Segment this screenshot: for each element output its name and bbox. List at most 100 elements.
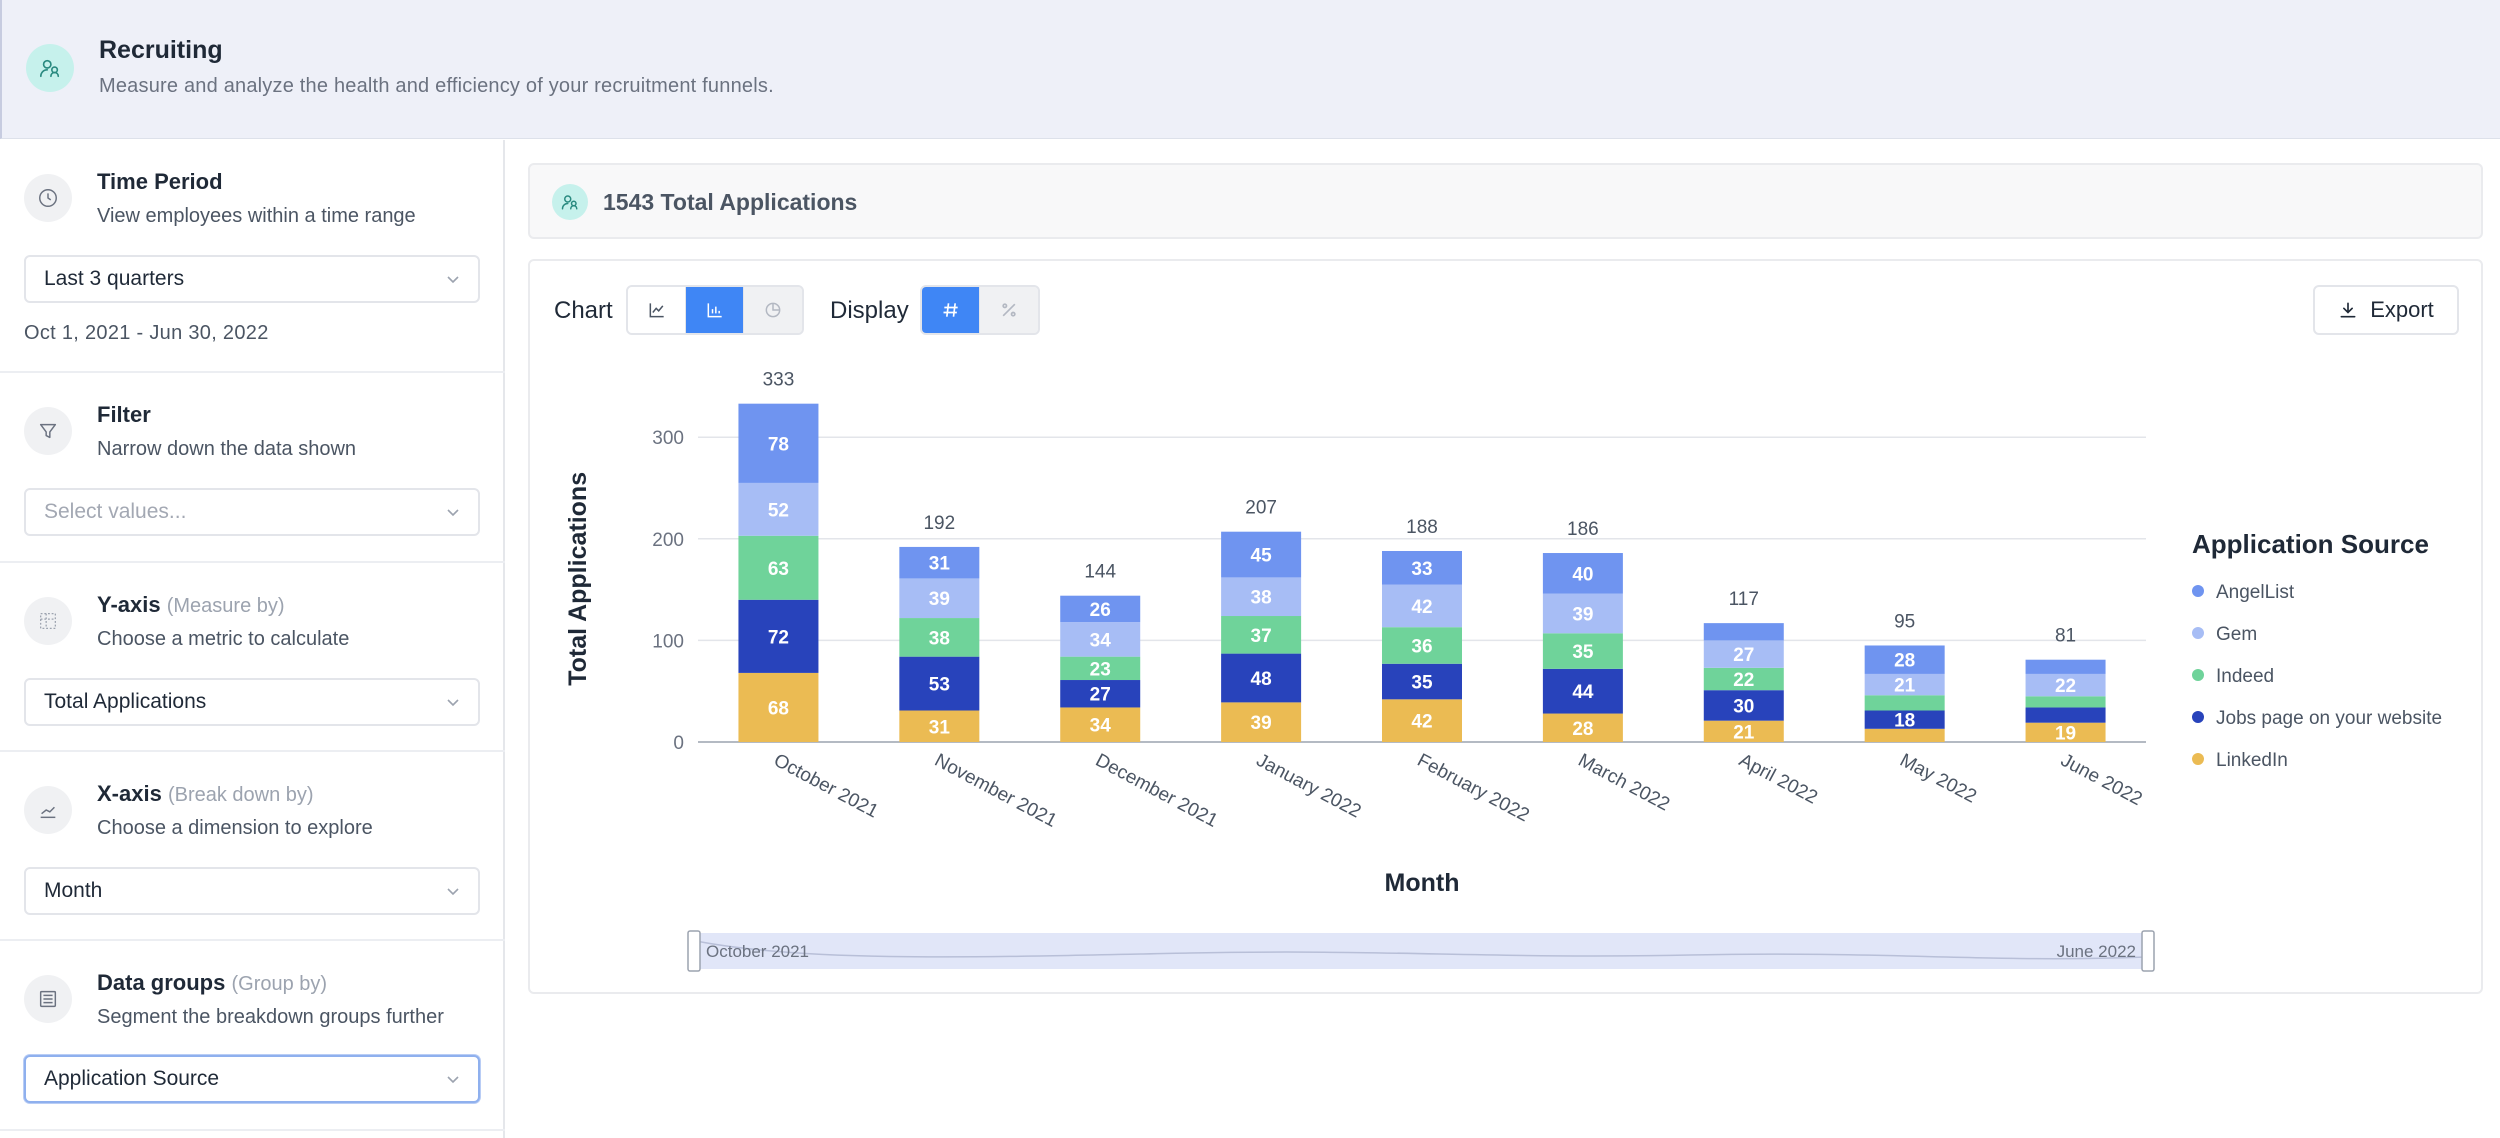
y-axis-hint: (Measure by) [166, 595, 285, 617]
time-period-select[interactable]: Last 3 quarters [24, 255, 480, 303]
x-tick-label: December 2021 [1092, 750, 1221, 832]
bar-segment [1060, 680, 1141, 708]
y-axis-title: Y-axis (Measure by) [97, 592, 285, 618]
percent-mode-button[interactable] [980, 287, 1038, 333]
bar-value-label: 27 [1733, 645, 1754, 666]
y-tick-label: 100 [652, 631, 684, 652]
stacked-bar-chart: 0 100 200 300 Total Applications 68 72 63 52 78 33… [564, 370, 2442, 972]
bar-total-label: 333 [763, 370, 795, 391]
bar-value-label: 22 [2055, 676, 2076, 697]
x-tick-label: February 2022 [1414, 750, 1533, 827]
bar-value-label: 22 [1733, 670, 1754, 691]
bar-segment [738, 672, 819, 742]
x-axis-value: Month [44, 879, 103, 902]
bar-value-label: 38 [1251, 588, 1272, 609]
percent-icon [1002, 303, 1016, 317]
line-chart-button[interactable] [628, 287, 686, 333]
export-button[interactable]: Export [2313, 285, 2459, 335]
bar-segment [1703, 623, 1784, 641]
legend-item-label: Jobs page on your website [2216, 708, 2442, 729]
pie-chart-button[interactable] [744, 287, 802, 333]
y-axis-select[interactable]: Total Applications [24, 678, 480, 726]
line-chart-icon [24, 786, 72, 834]
bar-value-label: 28 [1894, 651, 1915, 672]
chart-type-toggle [626, 285, 804, 335]
range-slider-preview [695, 940, 2147, 960]
bar-segment [1703, 640, 1784, 668]
bar-segment [899, 656, 980, 711]
bar-value-label: 35 [1572, 642, 1594, 663]
group-icon [24, 975, 72, 1023]
range-slider-right-handle[interactable] [2141, 930, 2155, 972]
x-axis-section: X-axis (Break down by) Choose a dimensio… [0, 752, 505, 941]
clock-icon [24, 174, 72, 222]
display-label: Display [830, 297, 909, 324]
legend-item-label: Indeed [2216, 666, 2274, 687]
legend-item-label: LinkedIn [2216, 750, 2288, 771]
range-slider-end-label: June 2022 [2057, 942, 2136, 961]
time-period-value: Last 3 quarters [44, 267, 185, 290]
bar-segment [1221, 577, 1302, 617]
bar-value-label: 26 [1090, 600, 1111, 621]
bar-value-label: 52 [768, 500, 789, 521]
bar-segment [1221, 702, 1302, 742]
bar-segment [1060, 707, 1141, 742]
legend-title: Application Source [2192, 529, 2429, 559]
pie-chart-icon [765, 302, 781, 318]
bar-value-label: 68 [768, 698, 789, 719]
x-axis-select[interactable]: Month [24, 867, 480, 915]
bar-segment [1542, 713, 1623, 742]
sidebar: Time Period View employees within a time… [0, 140, 505, 1138]
filter-placeholder: Select values... [44, 500, 187, 523]
bar-segment [1382, 550, 1462, 585]
bar-value-label: 34 [1090, 630, 1112, 651]
bar-value-label: 42 [1411, 712, 1432, 733]
bar-segment [2025, 659, 2106, 674]
legend-swatch [2192, 711, 2204, 723]
x-tick-label: November 2021 [931, 750, 1060, 832]
bar-value-label: 23 [1090, 659, 1111, 680]
range-slider-track [690, 933, 2152, 969]
bar-segment [1221, 653, 1302, 703]
bar-value-label: 31 [929, 717, 951, 738]
bar-segment [1542, 633, 1623, 669]
people-icon [26, 44, 74, 92]
bar-value-label: 44 [1572, 682, 1594, 703]
bar-value-label: 31 [929, 554, 951, 575]
bar-total-label: 207 [1245, 498, 1277, 519]
data-groups-hint: (Group by) [231, 973, 328, 995]
bar-segment [899, 710, 980, 742]
bar-total-label: 192 [923, 513, 955, 534]
chevron-down-icon [447, 888, 459, 896]
chart-card: Chart Display Export 0 100 200 300 Total App… [528, 259, 2483, 994]
total-applications-text: 1543 Total Applications [603, 189, 858, 215]
bar-segment [1864, 695, 1945, 711]
bar-value-label: 72 [768, 627, 789, 648]
x-axis-title: X-axis (Break down by) [97, 781, 314, 807]
x-axis-title: Month [1385, 869, 1460, 897]
bar-segment [1703, 720, 1784, 742]
x-axis-hint: (Break down by) [167, 784, 314, 806]
time-period-description: View employees within a time range [97, 205, 416, 227]
bar-chart-icon [707, 303, 722, 318]
bar-value-label: 37 [1251, 626, 1272, 647]
bar-segment [899, 618, 980, 657]
count-mode-button[interactable] [922, 287, 980, 333]
bar-segment [1542, 593, 1623, 634]
bar-value-label: 30 [1733, 696, 1754, 717]
bar-value-label: 53 [929, 675, 950, 696]
download-icon [2340, 302, 2356, 318]
people-icon [552, 184, 588, 220]
bar-chart-button[interactable] [686, 287, 744, 333]
range-slider-left-handle[interactable] [687, 930, 701, 972]
chart-type-label: Chart [554, 297, 613, 324]
x-tick-label: October 2021 [770, 750, 882, 823]
bar-total-label: 186 [1567, 519, 1599, 540]
date-range-text: Oct 1, 2021 - Jun 30, 2022 [24, 322, 269, 344]
filter-select[interactable]: Select values... [24, 488, 480, 536]
data-groups-select[interactable]: Application Source [24, 1055, 480, 1103]
legend-item-label: Gem [2216, 624, 2257, 645]
bar-segment [738, 599, 819, 673]
bar-value-label: 63 [768, 559, 789, 580]
bar-total-label: 95 [1894, 611, 1915, 632]
